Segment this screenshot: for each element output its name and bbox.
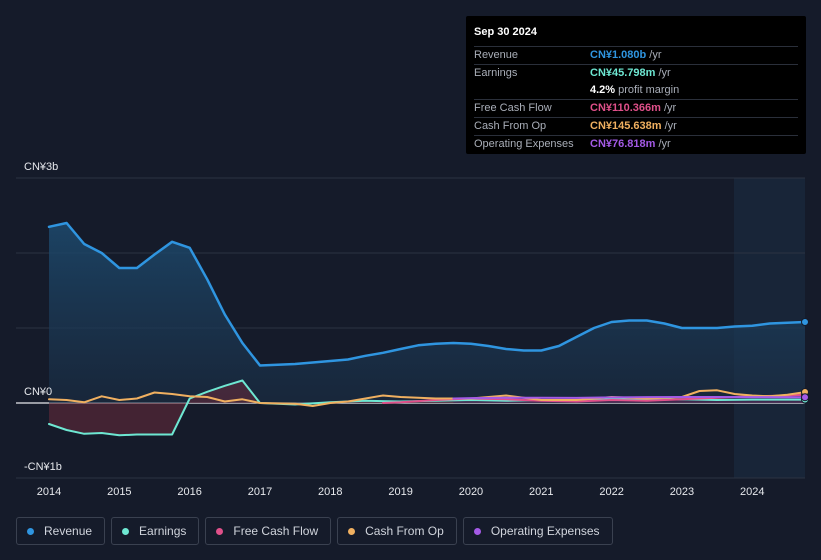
y-axis-label: -CN¥1b <box>24 461 62 473</box>
tooltip-value: CN¥1.080b <box>590 49 647 61</box>
x-tick-label: 2020 <box>459 486 483 498</box>
legend-dot-icon <box>216 527 224 535</box>
revenue-line <box>47 221 807 367</box>
y-axis-label: CN¥0 <box>24 386 52 398</box>
legend-item-operating-expenses[interactable]: Operating Expenses <box>462 517 613 545</box>
tooltip-unit: profit margin <box>618 84 680 96</box>
tooltip-label: Operating Expenses <box>474 138 574 150</box>
legend-dot-icon <box>348 527 356 535</box>
x-tick-label: 2021 <box>529 486 553 498</box>
tooltip-label: Revenue <box>474 49 519 61</box>
tooltip-value: 4.2% <box>590 84 616 96</box>
legend-label: Cash From Op <box>365 524 444 538</box>
tooltip-row: Earnings CN¥45.798m/yr <box>474 64 798 82</box>
x-tick-label: 2018 <box>318 486 342 498</box>
tooltip-row: Revenue CN¥1.080b/yr <box>474 46 798 64</box>
legend-label: Operating Expenses <box>490 524 600 538</box>
tooltip-label: Cash From Op <box>474 120 547 132</box>
cash-from-op-line <box>48 389 806 407</box>
x-tick-label: 2015 <box>107 486 131 498</box>
earnings-area <box>49 380 805 436</box>
x-tick-label: 2023 <box>670 486 694 498</box>
tooltip-unit: /yr <box>658 138 671 150</box>
tooltip-row: Free Cash Flow CN¥110.366m/yr <box>474 99 798 117</box>
tooltip-value: CN¥45.798m <box>590 67 656 79</box>
legend-label: Revenue <box>44 524 93 538</box>
tooltip-label: Free Cash Flow <box>474 102 552 114</box>
x-tick-label: 2022 <box>599 486 623 498</box>
tooltip-unit: /yr <box>664 120 677 132</box>
legend-item-earnings[interactable]: Earnings <box>111 517 200 545</box>
tooltip-value: CN¥76.818m <box>590 138 656 150</box>
x-tick-label: 2019 <box>388 486 412 498</box>
tooltip-row: Cash From Op CN¥145.638m/yr <box>474 117 798 135</box>
y-axis-label: CN¥3b <box>24 161 58 173</box>
tooltip-label <box>474 82 590 99</box>
operating-expenses-line <box>452 396 806 400</box>
tooltip-unit: /yr <box>663 102 677 114</box>
legend-item-revenue[interactable]: Revenue <box>16 517 106 545</box>
revenue-end-point <box>801 318 809 326</box>
x-tick-label: 2024 <box>740 486 764 498</box>
x-tick-label: 2017 <box>248 486 272 498</box>
tooltip-label: Earnings <box>474 67 518 79</box>
tooltip-value: CN¥110.366m <box>590 102 661 114</box>
tooltip-row: Operating Expenses CN¥76.818m/yr <box>474 135 798 153</box>
tooltip-value: CN¥145.638m <box>590 120 662 132</box>
legend: Revenue Earnings Free Cash Flow Cash From O… <box>16 517 613 545</box>
tooltip-unit: /yr <box>658 67 671 79</box>
tooltip-row: 4.2% profit margin <box>474 82 798 99</box>
legend-label: Free Cash Flow <box>233 524 319 538</box>
revenue-area <box>49 223 805 403</box>
x-tick-label: 2016 <box>177 486 201 498</box>
tooltip-date: Sep 30 2024 <box>474 26 537 38</box>
legend-dot-icon <box>473 527 481 535</box>
tooltip-unit: /yr <box>649 49 662 61</box>
legend-item-free-cash-flow[interactable]: Free Cash Flow <box>205 517 332 545</box>
legend-item-cash-from-op[interactable]: Cash From Op <box>337 517 457 545</box>
legend-dot-icon <box>27 527 34 535</box>
operating-expenses-end-point <box>801 393 809 402</box>
x-tick-label: 2014 <box>37 486 61 498</box>
legend-dot-icon <box>122 527 130 535</box>
legend-label: Earnings <box>139 524 187 538</box>
tooltip: Sep 30 2024 Revenue CN¥1.080b/yr Earnings C… <box>466 16 806 154</box>
